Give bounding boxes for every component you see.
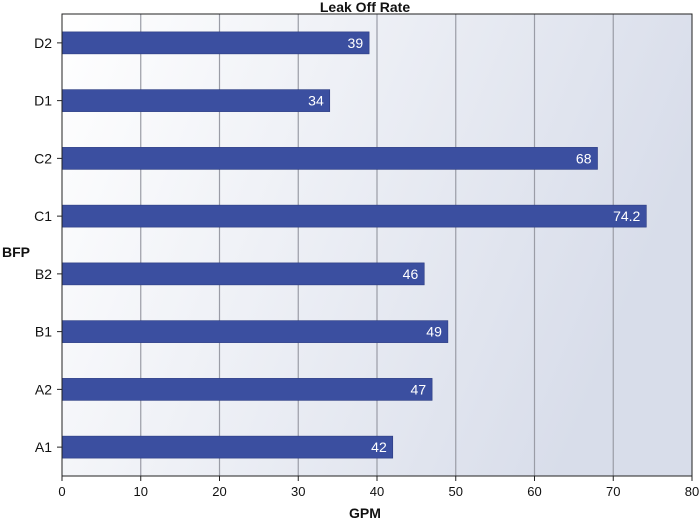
bar-b1 (61, 320, 449, 343)
data-label-b1: 49 (426, 324, 442, 340)
data-label-c2: 68 (576, 150, 592, 166)
plot-border (61, 13, 693, 477)
category-label-c1: C1 (34, 208, 52, 224)
chart-title: Leak Off Rate (320, 0, 410, 15)
data-label-a1: 42 (371, 439, 387, 455)
category-label-b1: B1 (35, 324, 52, 340)
x-tick-label: 30 (291, 484, 305, 499)
x-tick-label: 10 (134, 484, 148, 499)
y-axis-title: BFP (2, 244, 30, 260)
bar-a2 (61, 378, 433, 401)
x-tick-label: 40 (370, 484, 384, 499)
category-label-d1: D1 (34, 93, 52, 109)
data-label-d1: 34 (308, 93, 324, 109)
bar-c2 (61, 147, 598, 170)
x-tick-label: 60 (527, 484, 541, 499)
x-tick-label: 0 (58, 484, 65, 499)
data-label-b2: 46 (403, 266, 419, 282)
data-label-d2: 39 (348, 35, 364, 51)
data-label-c1: 74.2 (613, 208, 640, 224)
bar-c1 (61, 204, 647, 228)
bar-d1 (61, 89, 331, 112)
bars: 39 34 68 74.2 46 49 47 42 (61, 31, 647, 459)
bar-a1 (61, 435, 394, 459)
x-tick-labels: 0 10 20 30 40 50 60 70 80 (58, 476, 699, 499)
x-axis-title: GPM (349, 505, 381, 521)
category-label-d2: D2 (34, 35, 52, 51)
category-label-a2: A2 (35, 381, 52, 397)
category-label-a1: A1 (35, 439, 52, 455)
x-tick-label: 50 (449, 484, 463, 499)
x-tick-label: 70 (606, 484, 620, 499)
x-tick-label: 20 (212, 484, 226, 499)
category-labels: D2 D1 C2 C1 B2 B1 A2 A1 (34, 35, 62, 455)
data-label-a2: 47 (411, 381, 427, 397)
bar-b2 (61, 262, 425, 286)
bar-d2 (61, 31, 370, 55)
x-tick-label: 80 (685, 484, 699, 499)
category-label-b2: B2 (35, 266, 52, 282)
category-label-c2: C2 (34, 150, 52, 166)
